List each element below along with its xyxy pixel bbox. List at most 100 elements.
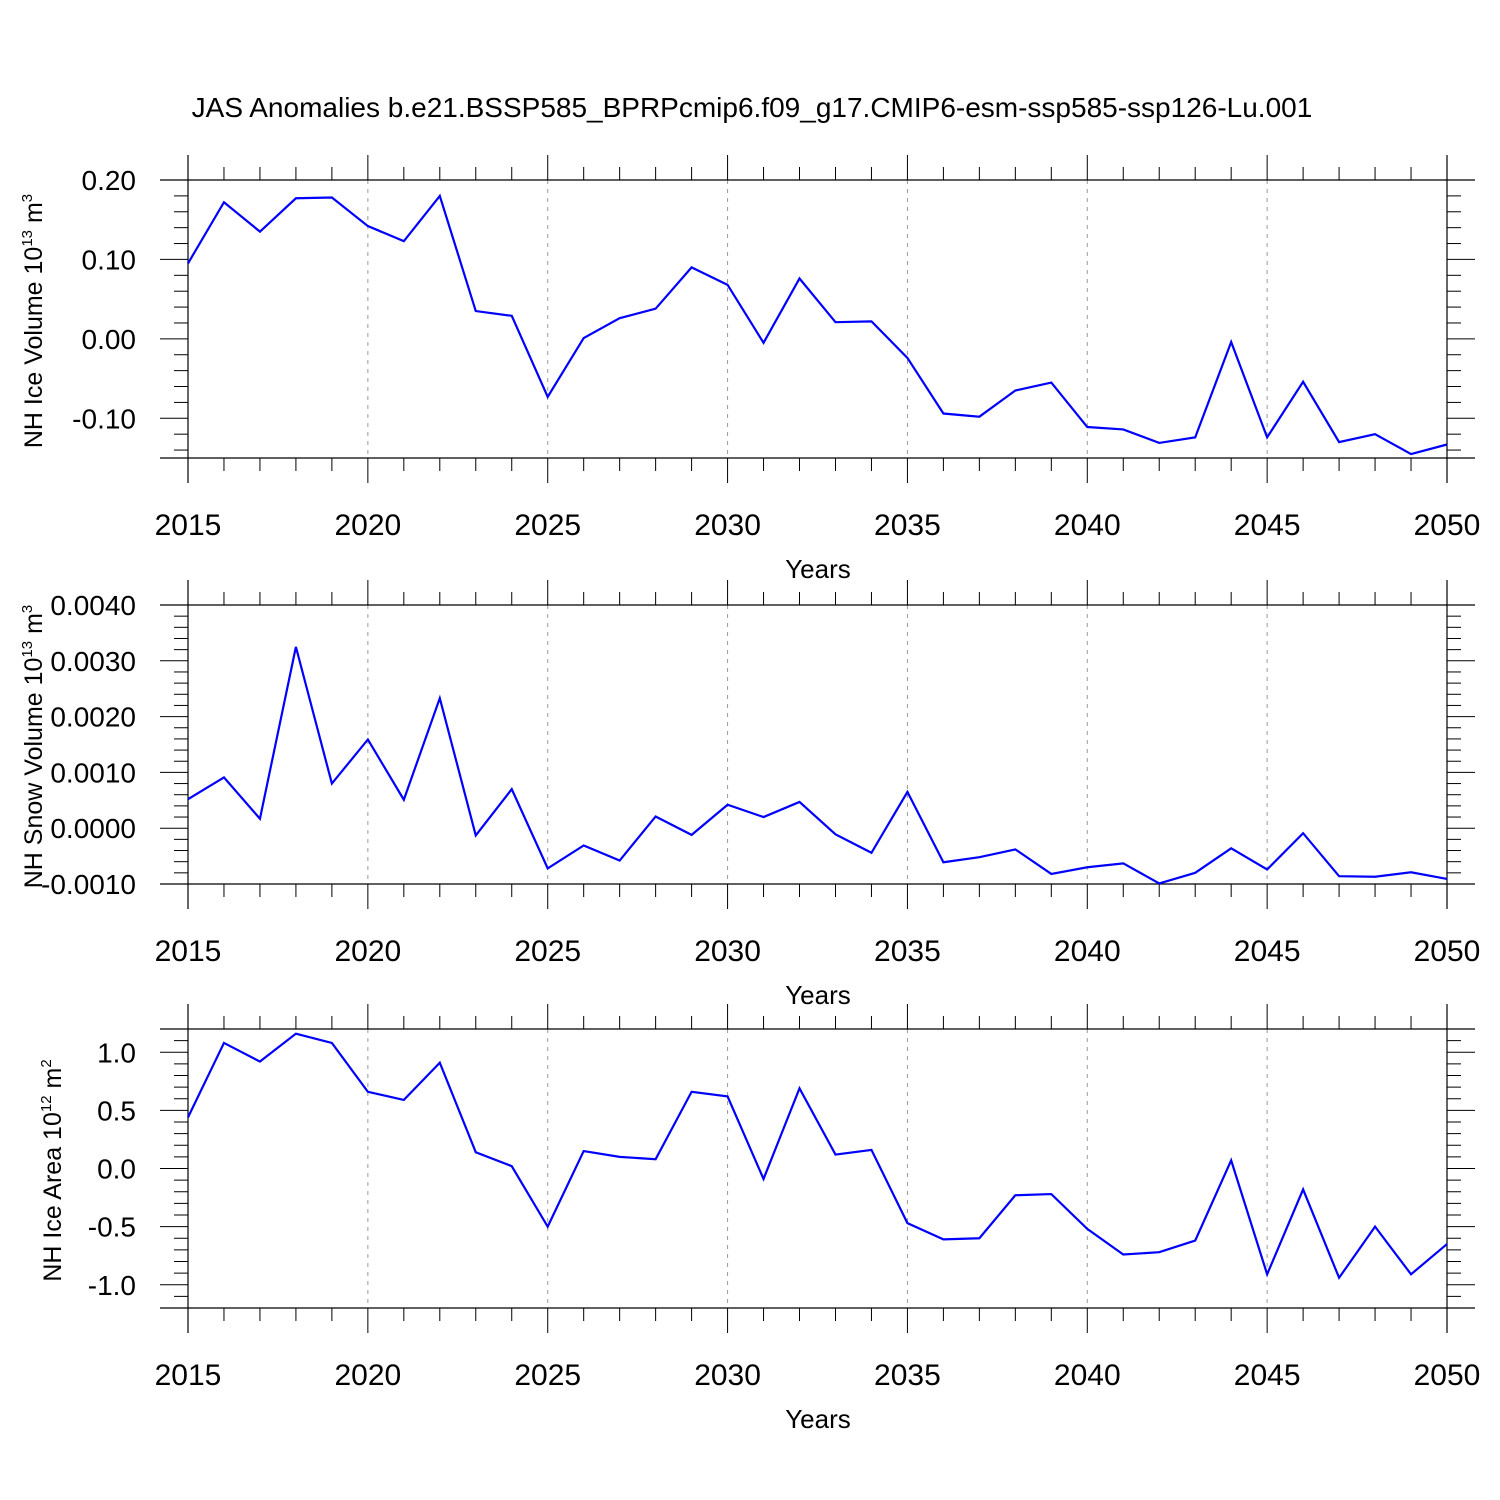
- data-point: [1302, 1188, 1305, 1191]
- y-axis-title-unit: m: [39, 1068, 67, 1096]
- data-point: [222, 776, 225, 779]
- x-tick-label: 2030: [694, 935, 761, 968]
- data-point: [870, 1148, 873, 1151]
- y-axis-title: NH Ice Area 1012 m2: [38, 1059, 67, 1281]
- data-point: [762, 815, 765, 818]
- data-point: [438, 1061, 441, 1064]
- data-point: [1445, 877, 1448, 880]
- y-tick-label: -0.0010: [41, 869, 136, 900]
- x-tick-label: 2050: [1414, 935, 1481, 968]
- data-point: [1122, 1253, 1125, 1256]
- x-tick-label: 2050: [1414, 1359, 1481, 1392]
- data-point: [1266, 1273, 1269, 1276]
- data-point: [330, 1041, 333, 1044]
- data-point: [1337, 875, 1340, 878]
- data-point: [1194, 871, 1197, 874]
- data-point: [402, 240, 405, 243]
- data-point: [330, 196, 333, 199]
- data-point: [1050, 1192, 1053, 1195]
- data-point: [978, 1237, 981, 1240]
- data-point: [798, 277, 801, 280]
- data-point: [978, 415, 981, 418]
- y-axis-title-exponent: 13: [19, 230, 36, 247]
- data-point: [942, 1238, 945, 1241]
- y-axis-title-unit-exponent: 2: [38, 1059, 55, 1067]
- data-point: [546, 395, 549, 398]
- x-tick-label: 2035: [874, 509, 941, 542]
- y-tick-label: -0.5: [88, 1212, 136, 1243]
- data-point: [186, 1116, 189, 1119]
- y-axis-title-unit: m: [20, 613, 48, 641]
- data-point: [402, 1098, 405, 1101]
- data-point: [1014, 848, 1017, 851]
- data-point: [582, 844, 585, 847]
- y-axis-title-unit: m: [20, 202, 48, 230]
- x-tick-label: 2035: [874, 935, 941, 968]
- x-tick-label: 2025: [514, 1359, 581, 1392]
- y-tick-label: 0.00: [82, 324, 137, 355]
- data-point: [1445, 1242, 1448, 1245]
- data-point: [1337, 441, 1340, 444]
- x-tick-label: 2050: [1414, 509, 1481, 542]
- data-point: [1194, 1239, 1197, 1242]
- data-point: [798, 1087, 801, 1090]
- data-point: [798, 800, 801, 803]
- x-axis-title: Years: [785, 554, 851, 584]
- data-point: [690, 1090, 693, 1093]
- y-axis-title-text: NH Snow Volume 10: [20, 658, 48, 889]
- data-point: [1337, 1276, 1340, 1279]
- data-point: [258, 817, 261, 820]
- y-tick-label: 0.0010: [50, 757, 136, 788]
- x-tick-label: 2035: [874, 1359, 941, 1392]
- chart-panel-1: 2015 2020 2025 2030 2035 2040 2045 2050 Years 0.2…: [19, 155, 1480, 584]
- y-tick-label: 0.0: [97, 1154, 136, 1185]
- chart-panel-3: 2015 2020 2025 2030 2035 2040 2045 2050 Years 1.0…: [38, 1004, 1480, 1434]
- data-point: [834, 833, 837, 836]
- chart-panel-2: 2015 2020 2025 2030 2035 2040 2045 2050 Years 0.0…: [19, 580, 1480, 1010]
- x-tick-label: 2020: [334, 1359, 401, 1392]
- data-point: [1373, 1225, 1376, 1228]
- data-point: [942, 861, 945, 864]
- data-point: [1445, 443, 1448, 446]
- data-point: [438, 697, 441, 700]
- data-point: [870, 320, 873, 323]
- x-tick-label: 2040: [1054, 1359, 1121, 1392]
- data-point: [510, 1165, 513, 1168]
- data-point: [906, 1222, 909, 1225]
- data-point: [1373, 433, 1376, 436]
- y-axis-title-unit-exponent: 3: [19, 194, 36, 202]
- y-axis-title-unit-exponent: 3: [19, 605, 36, 613]
- x-tick-label: 2045: [1234, 509, 1301, 542]
- data-point: [654, 815, 657, 818]
- data-point: [546, 1225, 549, 1228]
- figure-title: JAS Anomalies b.e21.BSSP585_BPRPcmip6.f0…: [192, 92, 1313, 123]
- data-point: [1266, 868, 1269, 871]
- data-point: [1409, 1273, 1412, 1276]
- y-tick-label: 1.0: [97, 1037, 136, 1068]
- data-point: [726, 283, 729, 286]
- data-point: [582, 1149, 585, 1152]
- data-point: [1158, 441, 1161, 444]
- data-point: [474, 1151, 477, 1154]
- data-point: [1086, 1227, 1089, 1230]
- data-point: [294, 1032, 297, 1035]
- data-point: [906, 356, 909, 359]
- x-axis-title: Years: [785, 1404, 851, 1434]
- data-point: [186, 262, 189, 265]
- y-tick-label: 0.5: [97, 1095, 136, 1126]
- y-tick-label: 0.0000: [50, 813, 136, 844]
- data-point: [1409, 871, 1412, 874]
- x-axis-title: Years: [785, 980, 851, 1010]
- data-point: [690, 833, 693, 836]
- x-tick-label: 2040: [1054, 935, 1121, 968]
- x-tick-label: 2040: [1054, 509, 1121, 542]
- data-point: [1194, 436, 1197, 439]
- y-tick-label: 0.0040: [50, 590, 136, 621]
- data-point: [1409, 452, 1412, 455]
- data-point: [1050, 381, 1053, 384]
- data-point: [618, 859, 621, 862]
- y-tick-label: 0.0030: [50, 646, 136, 677]
- data-point: [978, 856, 981, 859]
- data-point: [222, 1041, 225, 1044]
